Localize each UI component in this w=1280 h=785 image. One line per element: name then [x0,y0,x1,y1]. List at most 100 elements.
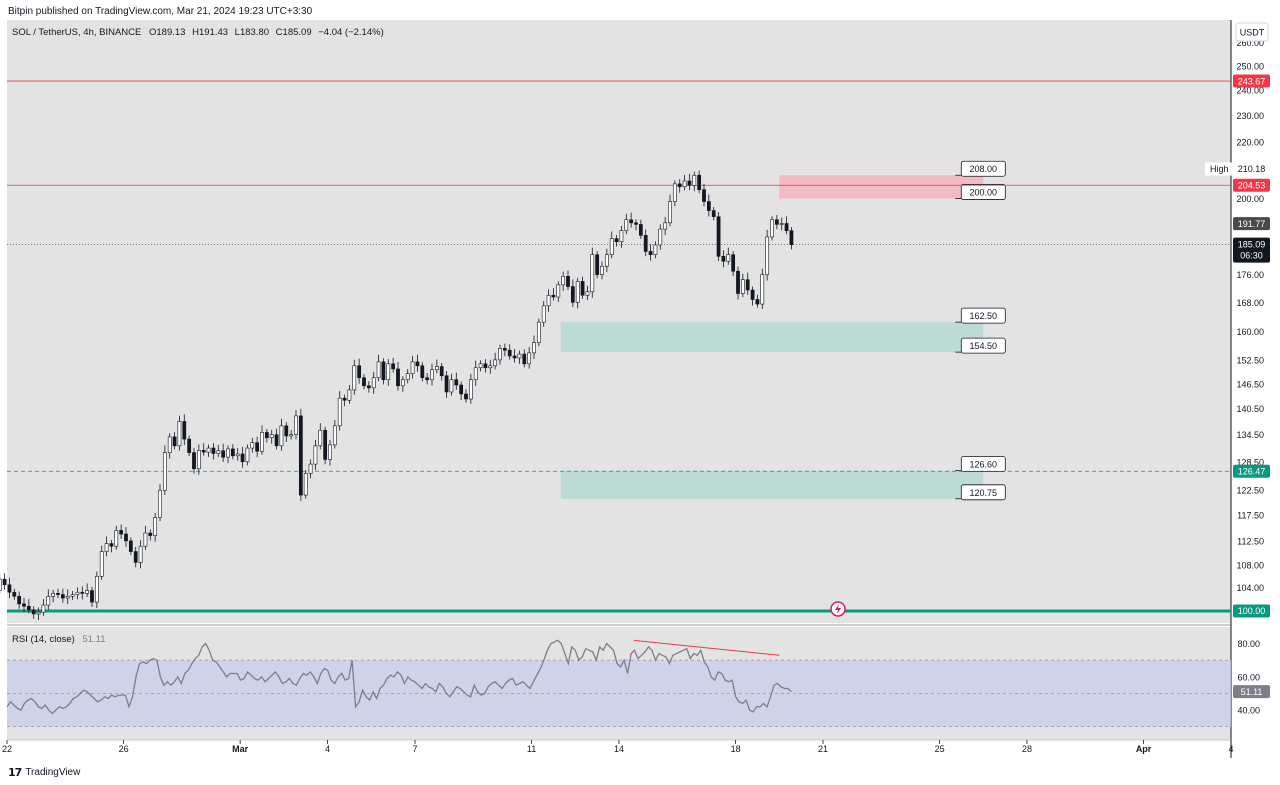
candle [415,354,420,372]
svg-text:120.75: 120.75 [970,488,998,498]
candle [386,359,391,386]
candle [240,446,245,468]
candle [444,370,449,398]
candle [250,437,255,453]
candle [473,360,478,386]
time-tick-label: 22 [2,744,12,754]
currency-button[interactable] [1235,22,1269,42]
ohlc-change: −4.04 (−2.14%) [318,27,384,38]
candle [745,272,750,295]
tradingview-logo-icon: 𝟭𝟳 [8,767,22,779]
candle [279,418,284,451]
candle [760,268,765,309]
candle [36,607,41,620]
candle [522,349,527,368]
price-tick-label: 140.50 [1236,404,1264,414]
candle [546,289,551,312]
candle [687,173,692,191]
candle [789,227,794,250]
candle [532,335,536,359]
publisher-caption: Bitpin published on TradingView.com, Mar… [8,6,313,17]
demand-zone[interactable] [560,322,984,353]
candle [2,573,7,590]
currency-label: USDT [1240,28,1265,38]
candle [711,207,716,221]
time-tick-label: Apr [1136,744,1152,754]
candle [638,219,643,239]
svg-text:100.00: 100.00 [1238,606,1266,616]
ohlc-open-label: O [149,27,156,38]
candle [779,217,784,231]
candle [376,354,381,382]
rsi-tick-label: 60.00 [1237,672,1260,682]
zone-bottom-label: 120.75 [955,484,1006,501]
rsi-divergence-line[interactable] [633,639,780,656]
candle [668,194,672,227]
time-axis[interactable]: 22 26 Mar 4 7 11 14 18 21 25 28 Apr 4 [2,740,1234,754]
candle [551,288,556,301]
candle [206,444,211,457]
svg-text:191.77: 191.77 [1238,219,1266,229]
candle [420,362,425,382]
symbol-line: SOL / TetherUS, 4h, BINANCE [12,27,141,38]
price-tick-label: 117.50 [1237,511,1264,521]
candle [604,248,609,273]
price-tick-label: 250.00 [1236,61,1264,71]
candle [80,586,85,600]
candle [284,422,289,442]
candle [60,588,65,603]
candle [765,229,770,281]
candle [614,234,619,247]
candle [425,372,430,385]
price-tick-label: 152.50 [1236,355,1264,365]
candle [663,216,668,236]
candle [226,445,230,464]
candle [323,426,328,465]
candle [585,285,590,301]
candle [566,270,570,291]
candle [740,273,745,298]
candle [731,251,736,277]
candle [7,577,12,599]
symbol-legend: SOL / TetherUS, 4h, BINANCE O189.13 H191… [12,27,384,38]
candle [629,212,634,228]
candle [430,363,434,386]
ohlc-low: 183.80 [240,27,269,38]
supply-zone[interactable] [779,175,984,199]
lightning-icon[interactable] [830,601,846,617]
candle [682,175,687,191]
time-tick-label: 14 [614,744,624,754]
candle [381,358,386,385]
candles-layer [0,170,794,620]
candle [230,444,235,460]
candle [255,436,260,458]
candle [0,574,2,595]
candle [706,194,711,217]
svg-text:06:30: 06:30 [1240,251,1263,261]
zones-layer: 208.00 200.00 162.50 154.50 126.60 120.75 [560,160,1006,501]
brand-name: TradingView [25,767,81,778]
price-tick-label: 200.00 [1236,194,1264,204]
price-pane-background [7,20,1231,623]
candle [464,389,468,403]
time-tick-label: Mar [232,744,249,754]
rsi-label: RSI (14, close) [12,634,75,645]
candle [498,344,502,365]
demand-zone[interactable] [560,470,984,499]
candle [658,224,663,250]
candle [158,484,162,522]
candle [41,599,46,616]
candle [488,359,493,374]
zone-top-label: 208.00 [955,160,1006,177]
price-tick-label: 146.50 [1236,379,1264,389]
candle [634,219,638,231]
rsi-legend-value: 51.11 [82,634,105,645]
svg-text:243.67: 243.67 [1238,76,1266,86]
price-tick-label: 176.00 [1236,270,1264,280]
candle [721,250,726,268]
candle [770,216,774,241]
candle [556,281,561,302]
candle [124,526,128,547]
time-tick-label: 18 [731,744,741,754]
